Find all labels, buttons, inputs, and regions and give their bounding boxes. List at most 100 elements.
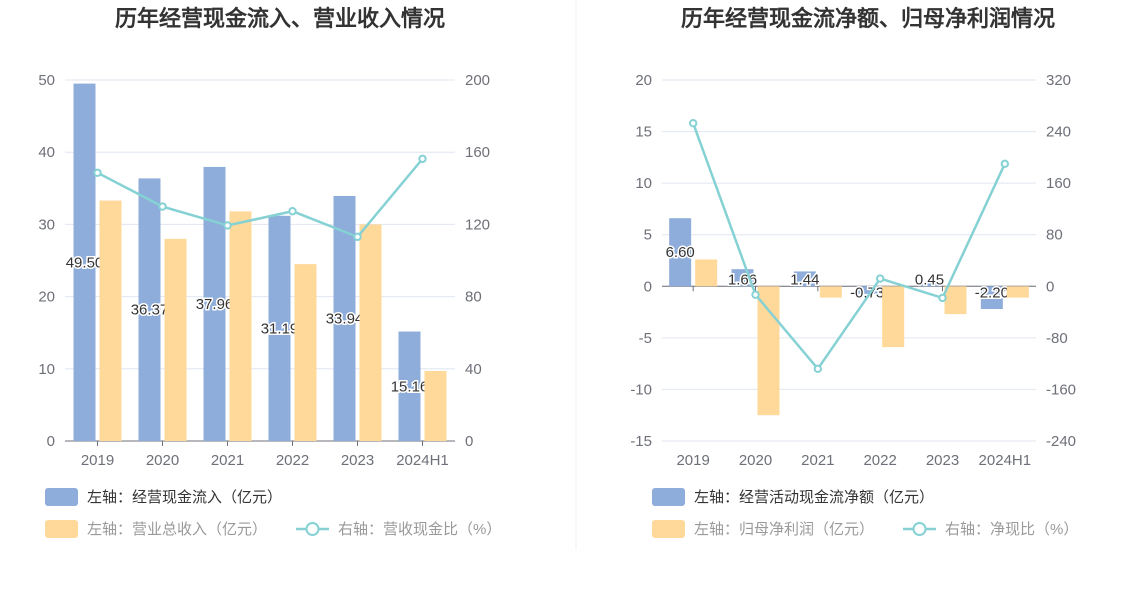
bar-secondary [882,286,905,348]
x-axis-tick-label: 2019 [81,452,114,469]
bar-primary [856,286,879,294]
ratio-point [1000,159,1010,169]
ratio-point [158,202,167,211]
bar-primary [398,331,421,441]
left-axis-tick-label: 10 [635,175,652,192]
bar-data-label: 49.50 [66,254,104,271]
left-axis-tick-label: 0 [47,433,55,450]
bar-secondary [164,238,187,441]
bar-data-label: 1.44 [790,271,819,288]
ratio-point [813,364,823,373]
bar-primary [333,195,356,441]
legend-line-marker [912,522,927,536]
bar-primary [138,178,161,441]
right-axis-tick-label: 0 [1046,278,1054,295]
left-axis-tick-label: 15 [635,124,652,141]
right-axis-tick-label: -240 [1046,433,1076,450]
bar-secondary [229,211,252,441]
ratio-point [688,118,698,128]
bar-data-label: 37.96 [196,296,234,313]
ratio-point [938,293,947,303]
ratio-point [751,290,760,299]
bar-secondary [359,224,382,441]
bar-primary [73,83,96,442]
bar-secondary [99,200,122,441]
ratio-point [418,154,427,164]
x-axis-tick-label: 2022 [276,452,309,469]
bar-secondary [424,370,447,441]
bar-primary [918,281,941,287]
left-axis-tick-label: 40 [38,144,55,161]
x-axis-tick-label: 2023 [341,452,374,469]
left-axis-tick-label: 10 [38,361,55,378]
right-axis-tick-label: 160 [465,144,490,161]
left-axis-tick-label: -10 [630,381,652,398]
legend-swatch [652,488,685,506]
x-axis-tick-label: 2024H1 [979,452,1032,469]
right-axis-tick-label: 0 [465,433,473,450]
bar-data-label: 15.16 [391,378,429,395]
x-axis-tick-label: 2020 [146,452,179,469]
bar-secondary [944,286,967,315]
left-axis-tick-label: 20 [635,72,652,89]
legend-label: 左轴：归母净利润（亿元） [694,521,874,538]
chart-title: 历年经营现金流净额、归母净利润情况 [681,6,1055,31]
legend-label: 左轴：经营活动现金流净额（亿元） [694,489,934,506]
bar-secondary [757,286,780,416]
bar-data-label: 33.94 [326,310,364,327]
left-axis-tick-label: 20 [38,289,55,306]
right-axis-tick-label: 160 [1046,175,1071,192]
cash-inflow-revenue-chart: 历年经营现金流入、营业收入情况 0 10 20 30 40 50 0 40 80 120 160 20… [38,6,501,538]
bar-primary [980,286,1003,309]
x-axis-tick-label: 2021 [801,452,834,469]
legend-label: 右轴：净现比（%） [945,521,1078,538]
x-axis-tick-label: 2024H1 [396,452,449,469]
bar-primary [793,271,816,287]
ratio-point [875,274,885,283]
right-axis-tick-label: 120 [465,216,490,233]
bar-primary [203,166,226,441]
left-axis-tick-label: 30 [38,216,55,233]
right-axis-tick-label: 200 [465,72,490,89]
right-axis-tick-label: 40 [465,361,482,378]
x-axis-tick-label: 2022 [863,452,896,469]
bar-data-label: 31.19 [261,320,299,337]
left-axis-tick-label: -15 [630,433,652,450]
bar-data-label: -2.20 [975,284,1009,301]
ratio-line [96,158,424,239]
bar-primary [669,218,692,287]
right-axis-tick-label: 320 [1046,72,1071,89]
ratio-point [93,168,102,177]
right-axis-tick-label: -160 [1046,381,1076,398]
bar-data-label: -0.73 [850,284,884,301]
legend-swatch [45,488,78,506]
bar-data-label: 6.60 [666,244,695,261]
x-axis-tick-label: 2023 [926,452,959,469]
right-axis-tick-label: 80 [1046,227,1063,244]
legend-label: 左轴：营业总收入（亿元） [87,521,267,538]
right-axis-tick-label: 240 [1046,124,1071,141]
bar-secondary [294,264,317,441]
bar-primary [268,215,291,441]
x-axis-tick-label: 2021 [211,452,244,469]
left-axis-tick-label: -5 [639,330,652,347]
left-axis-tick-label: 5 [644,227,652,244]
left-axis-tick-label: 50 [38,72,55,89]
left-axis-tick-label: 0 [644,278,652,295]
bar-secondary [819,286,842,298]
bar-secondary [1006,286,1029,298]
x-axis-tick-label: 2020 [739,452,772,469]
legend-label: 左轴：经营现金流入（亿元） [87,489,282,506]
x-axis-tick-label: 2019 [676,452,709,469]
ratio-point [288,207,297,216]
right-axis-tick-label: 80 [465,289,482,306]
legend-swatch [652,520,685,538]
net-cashflow-profit-chart: 历年经营现金流净额、归母净利润情况 -15 -10 -5 0 5 10 15 20 -240 -1… [630,6,1078,538]
bar-data-label: 36.37 [131,302,169,319]
legend-line-marker [305,522,320,536]
bar-secondary [695,259,718,287]
legend-label: 右轴：营收现金比（%） [338,521,501,538]
ratio-line [691,122,1006,371]
ratio-point [353,232,362,242]
